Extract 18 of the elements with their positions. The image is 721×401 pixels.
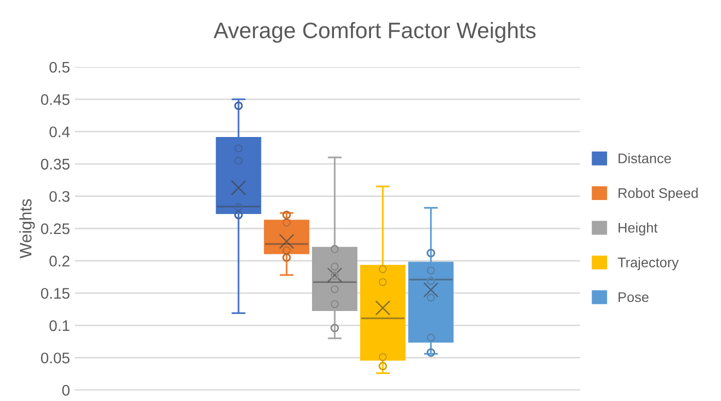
legend-label: Height <box>618 222 658 236</box>
y-tick-label: 0.3 <box>50 191 70 202</box>
y-axis-title: Weights <box>19 199 35 258</box>
legend-label: Distance <box>618 153 671 164</box>
y-tick-label: 0.2 <box>50 256 70 266</box>
y-tick-label: 0.5 <box>50 62 70 73</box>
legend-label: Robot Speed <box>618 188 698 201</box>
legend-label: Pose <box>618 292 649 302</box>
y-tick-label: 0.4 <box>50 126 70 138</box>
y-tick-label: 0.35 <box>41 158 70 170</box>
legend-label: Trajectory <box>618 257 679 270</box>
chart-title: Average Comfort Factor Weights <box>214 22 536 43</box>
y-tick-label: 0.45 <box>41 94 70 105</box>
y-tick-label: 0.25 <box>41 223 70 234</box>
y-tick-label: 0 <box>62 384 70 396</box>
y-tick-label: 0.05 <box>41 352 70 364</box>
y-tick-label: 0.1 <box>50 320 70 332</box>
y-tick-label: 0.15 <box>41 288 70 299</box>
